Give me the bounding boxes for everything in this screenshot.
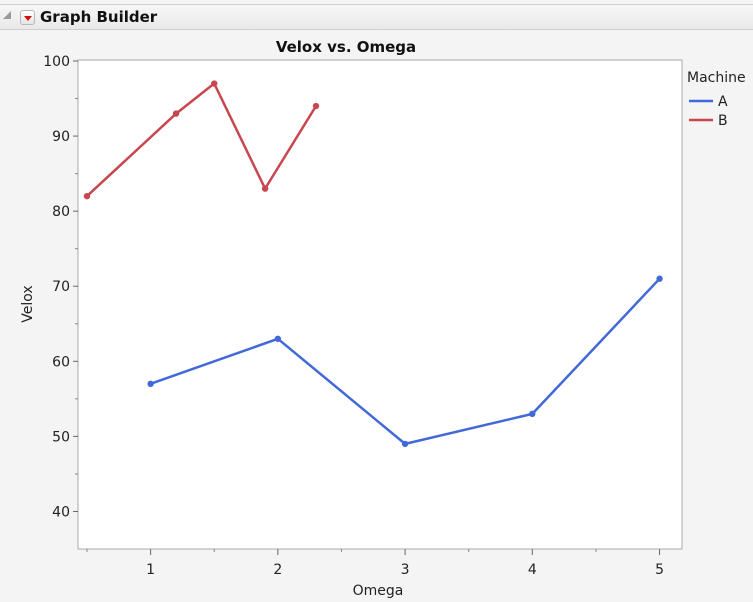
header-title: Graph Builder xyxy=(40,8,158,26)
data-point[interactable] xyxy=(401,440,409,448)
red-triangle-icon xyxy=(24,16,32,21)
chart-title: Velox vs. Omega xyxy=(276,38,416,56)
legend-label-B[interactable]: B xyxy=(718,113,728,129)
x-tick-label: 1 xyxy=(146,562,155,578)
y-tick-label: 100 xyxy=(43,54,70,70)
red-triangle-menu-button[interactable] xyxy=(20,10,35,25)
y-tick-label: 60 xyxy=(52,354,70,370)
x-tick-label: 5 xyxy=(655,562,664,578)
legend: Machine AB xyxy=(687,70,746,129)
data-point[interactable] xyxy=(172,110,180,117)
series-layer xyxy=(83,80,663,448)
x-tick-label: 2 xyxy=(273,562,282,578)
data-point[interactable] xyxy=(529,410,536,418)
y-tick-label: 70 xyxy=(52,279,70,295)
data-point[interactable] xyxy=(211,80,218,87)
legend-label-A[interactable]: A xyxy=(718,94,728,110)
x-axis: 1 2 3 4 5 xyxy=(86,549,664,578)
y-tick-label: 80 xyxy=(52,204,70,220)
y-axis: 40 50 60 70 80 90 100 xyxy=(43,54,78,520)
data-point[interactable] xyxy=(656,275,663,282)
y-tick-label: 90 xyxy=(52,129,70,145)
y-tick-label: 40 xyxy=(52,504,70,520)
x-tick-label: 4 xyxy=(528,562,537,578)
data-point[interactable] xyxy=(83,192,91,200)
series-B xyxy=(83,80,320,200)
x-tick-label: 3 xyxy=(401,562,410,578)
graph-builder-header: Graph Builder xyxy=(0,4,753,30)
data-point[interactable] xyxy=(274,335,282,342)
y-tick-label: 50 xyxy=(52,429,70,445)
data-point[interactable] xyxy=(261,185,269,192)
y-axis-label: Velox xyxy=(20,285,36,322)
disclosure-triangle-icon[interactable] xyxy=(3,11,11,19)
data-point[interactable] xyxy=(147,380,154,388)
data-point[interactable] xyxy=(312,102,320,110)
series-A xyxy=(147,275,663,448)
x-axis-label: Omega xyxy=(353,583,404,599)
plot-area xyxy=(77,59,683,550)
legend-title: Machine xyxy=(687,70,746,86)
